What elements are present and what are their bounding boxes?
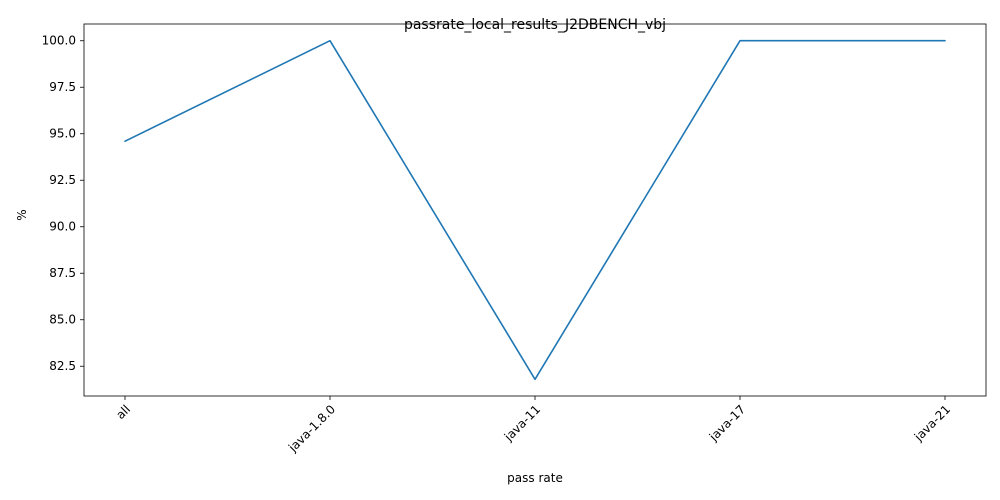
series-line (124, 39, 946, 381)
x-tick-label: java-21 (911, 402, 953, 444)
x-axis: all java-1.8.0 java-11 java-17 java-21 (113, 396, 953, 455)
x-tick-label: java-1.8.0 (285, 402, 338, 455)
y-axis: 82.5 85.0 87.5 90.0 92.5 95.0 97.5 100.0 (42, 34, 84, 373)
plot-area (83, 23, 987, 397)
y-tick-label: 92.5 (49, 173, 76, 187)
x-tick-label: java-17 (706, 402, 748, 444)
series-layer (124, 39, 946, 381)
y-axis-label: % (15, 209, 29, 220)
y-tick-label: 85.0 (49, 313, 76, 327)
chart-title: passrate_local_results_J2DBENCH_vbj (404, 17, 666, 33)
x-tick-label: java-11 (501, 402, 543, 444)
y-tick-label: 87.5 (49, 266, 76, 280)
y-tick-label: 100.0 (42, 34, 76, 48)
y-tick-label: 97.5 (49, 80, 76, 94)
x-tick-label: all (113, 402, 133, 422)
x-axis-label: pass rate (507, 471, 563, 485)
y-tick-label: 82.5 (49, 359, 76, 373)
y-tick-label: 90.0 (49, 220, 76, 234)
axes-frame (83, 23, 987, 397)
y-tick-label: 95.0 (49, 127, 76, 141)
